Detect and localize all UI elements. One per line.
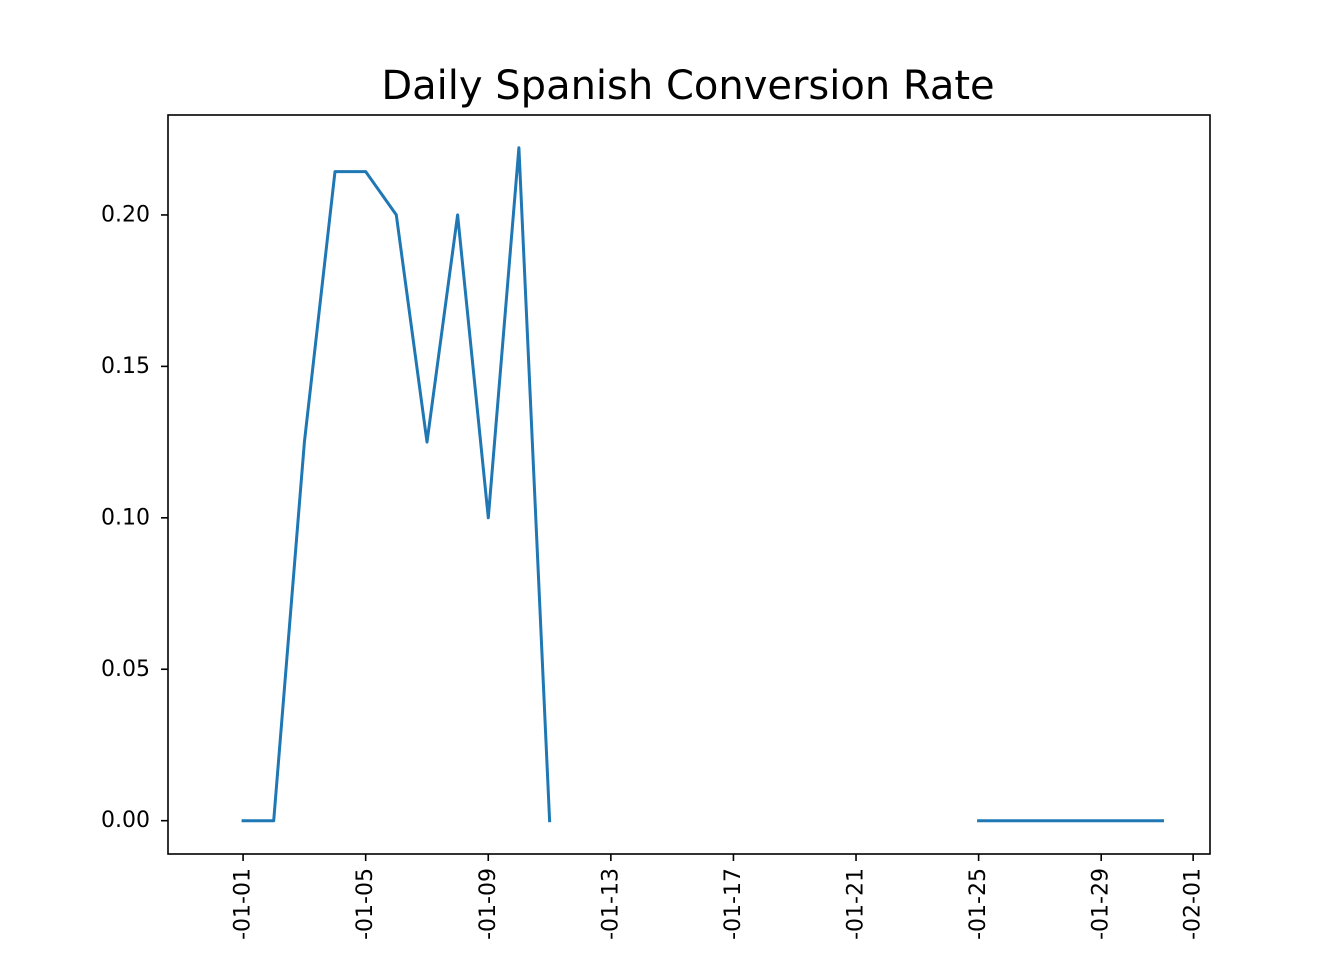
x-tick-label: -01-17 [721, 868, 746, 940]
chart-title: Daily Spanish Conversion Rate [381, 63, 994, 109]
y-tick-label: 0.00 [101, 808, 150, 833]
series-line-segment [241, 146, 552, 823]
x-tick-label: -01-01 [231, 868, 256, 940]
y-tick-label: 0.15 [101, 354, 150, 379]
y-tick-label: 0.05 [101, 657, 150, 682]
y-tick-label: 0.20 [101, 202, 150, 227]
series-layer [241, 146, 1164, 823]
y-tick-label: 0.10 [101, 505, 150, 530]
x-tick-label: -01-29 [1089, 868, 1114, 940]
x-tick-label: -01-25 [966, 868, 991, 940]
x-axis: -01-01 -01-05 -01-09 -01-13 -01-17 -01-21 -01-… [231, 854, 1206, 940]
x-tick-label: -01-13 [598, 868, 623, 940]
x-tick-label: -01-21 [844, 868, 869, 940]
y-axis: 0.00 0.05 0.10 0.15 0.20 [101, 202, 168, 833]
plot-frame [167, 114, 1211, 855]
x-tick-label: -01-05 [353, 868, 378, 940]
x-tick-label: -02-01 [1181, 868, 1206, 940]
x-tick-label: -01-09 [476, 868, 501, 940]
